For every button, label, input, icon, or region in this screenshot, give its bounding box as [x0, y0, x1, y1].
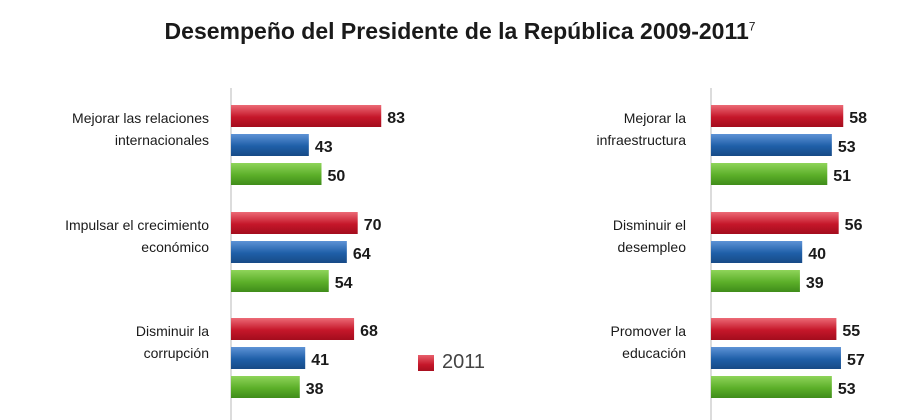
category-label: Mejorar las relaciones — [72, 110, 209, 126]
category-label: educación — [622, 345, 686, 361]
category-label: Disminuir la — [136, 323, 209, 339]
bar-2009 — [231, 376, 300, 398]
chart-title-text: Desempeño del Presidente de la República… — [164, 18, 749, 44]
bar-2009 — [231, 270, 329, 292]
value-label: 53 — [838, 381, 856, 398]
value-label: 54 — [335, 275, 353, 292]
bar-2011 — [711, 318, 837, 340]
value-label: 83 — [387, 110, 405, 127]
value-label: 55 — [842, 323, 860, 340]
legend: 2011 — [418, 351, 485, 374]
value-label: 70 — [364, 217, 382, 234]
bar-2011 — [711, 105, 844, 127]
title-footnote: 7 — [748, 19, 756, 34]
bar-2011 — [231, 318, 355, 340]
category-label: Mejorar la — [624, 110, 686, 126]
value-label: 40 — [808, 246, 826, 263]
value-label: 43 — [315, 139, 333, 156]
chart-title: Desempeño del Presidente de la República… — [0, 18, 920, 45]
category-label: Disminuir el — [613, 217, 686, 233]
value-label: 50 — [328, 168, 346, 185]
value-label: 41 — [311, 352, 329, 369]
bar-2010 — [231, 134, 309, 156]
value-label: 57 — [847, 352, 865, 369]
category-label: económico — [141, 239, 209, 255]
bar-2009 — [711, 163, 828, 185]
bar-2010 — [231, 347, 306, 369]
category-label: Promover la — [611, 323, 687, 339]
value-label: 58 — [849, 110, 867, 127]
category-label: internacionales — [115, 132, 209, 148]
bar-2011 — [231, 105, 382, 127]
bar-2009 — [231, 163, 322, 185]
value-label: 51 — [833, 168, 851, 185]
category-label: Impulsar el crecimiento — [65, 217, 209, 233]
category-label: corrupción — [144, 345, 209, 361]
bar-2011 — [711, 212, 839, 234]
bar-2010 — [711, 134, 832, 156]
bar-2010 — [711, 241, 803, 263]
category-label: desempleo — [618, 239, 687, 255]
value-label: 56 — [845, 217, 863, 234]
value-label: 38 — [306, 381, 324, 398]
legend-swatch-2011 — [418, 354, 434, 371]
legend-label-2011: 2011 — [442, 351, 486, 373]
value-label: 64 — [353, 246, 371, 263]
value-label: 53 — [838, 139, 856, 156]
value-label: 39 — [806, 275, 824, 292]
bar-2010 — [711, 347, 841, 369]
bar-2011 — [231, 212, 358, 234]
bar-2009 — [711, 270, 800, 292]
value-label: 68 — [360, 323, 378, 340]
bar-2010 — [231, 241, 347, 263]
category-label: infraestructura — [597, 132, 687, 148]
bar-2009 — [711, 376, 832, 398]
